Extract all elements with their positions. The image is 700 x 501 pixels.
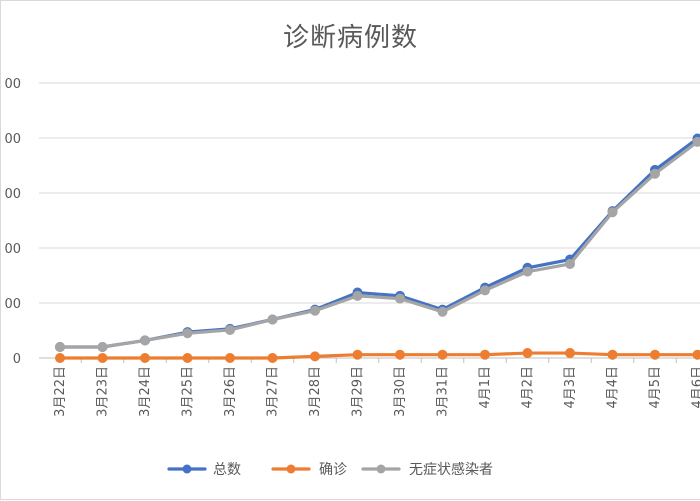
series-line (60, 142, 698, 347)
data-point (268, 315, 277, 324)
legend-swatch-marker (183, 465, 192, 474)
x-tick-label: 3月29日 (351, 366, 366, 417)
data-point (183, 329, 192, 338)
x-tick-label: 4月3日 (563, 366, 578, 409)
x-tick-label: 4月5日 (648, 366, 663, 409)
legend-label: 无症状感染者 (409, 461, 493, 478)
data-point (438, 350, 447, 359)
data-point (396, 350, 405, 359)
data-point (226, 354, 235, 363)
y-tick-label: 00 (4, 297, 21, 312)
data-point (98, 343, 107, 352)
x-tick-label: 4月6日 (691, 366, 700, 409)
x-tick-label: 4月4日 (606, 366, 621, 409)
data-point (183, 354, 192, 363)
data-point (98, 354, 107, 363)
data-point (523, 267, 532, 276)
data-point (608, 350, 617, 359)
data-point (141, 336, 150, 345)
data-point (268, 354, 277, 363)
x-tick-label: 3月30日 (393, 366, 408, 417)
data-point (481, 350, 490, 359)
data-point (481, 286, 490, 295)
x-tick-label: 4月1日 (478, 366, 493, 409)
x-tick-label: 3月27日 (266, 366, 281, 417)
data-point (353, 350, 362, 359)
data-point (523, 349, 532, 358)
data-point (56, 354, 65, 363)
legend-label: 确诊 (319, 462, 347, 478)
x-tick-label: 3月22日 (53, 366, 68, 417)
data-point (566, 259, 575, 268)
data-point (226, 325, 235, 334)
data-point (693, 350, 700, 359)
x-tick-label: 3月31日 (436, 366, 451, 417)
data-point (56, 343, 65, 352)
x-tick-label: 3月23日 (96, 366, 111, 417)
x-tick-label: 3月25日 (181, 366, 196, 417)
series-line (60, 353, 698, 358)
legend-swatch-marker (287, 465, 296, 474)
y-tick-label: 00 (4, 132, 21, 147)
legend-label: 总数 (213, 462, 241, 478)
x-tick-label: 3月24日 (138, 366, 153, 417)
data-point (693, 137, 700, 146)
data-point (141, 354, 150, 363)
y-tick-label: 00 (4, 77, 21, 92)
x-tick-label: 4月2日 (521, 366, 536, 409)
y-tick-label: 0 (13, 352, 21, 367)
data-point (353, 291, 362, 300)
data-point (396, 294, 405, 303)
data-point (311, 352, 320, 361)
data-point (311, 306, 320, 315)
x-tick-label: 3月28日 (308, 366, 323, 417)
y-tick-label: 00 (4, 242, 21, 257)
y-tick-label: 00 (4, 187, 21, 202)
series-line (60, 139, 698, 347)
data-point (566, 349, 575, 358)
x-tick-label: 3月26日 (223, 366, 238, 417)
data-point (608, 208, 617, 217)
data-point (438, 307, 447, 316)
data-point (651, 350, 660, 359)
data-point (651, 169, 660, 178)
legend-swatch-marker (377, 465, 386, 474)
